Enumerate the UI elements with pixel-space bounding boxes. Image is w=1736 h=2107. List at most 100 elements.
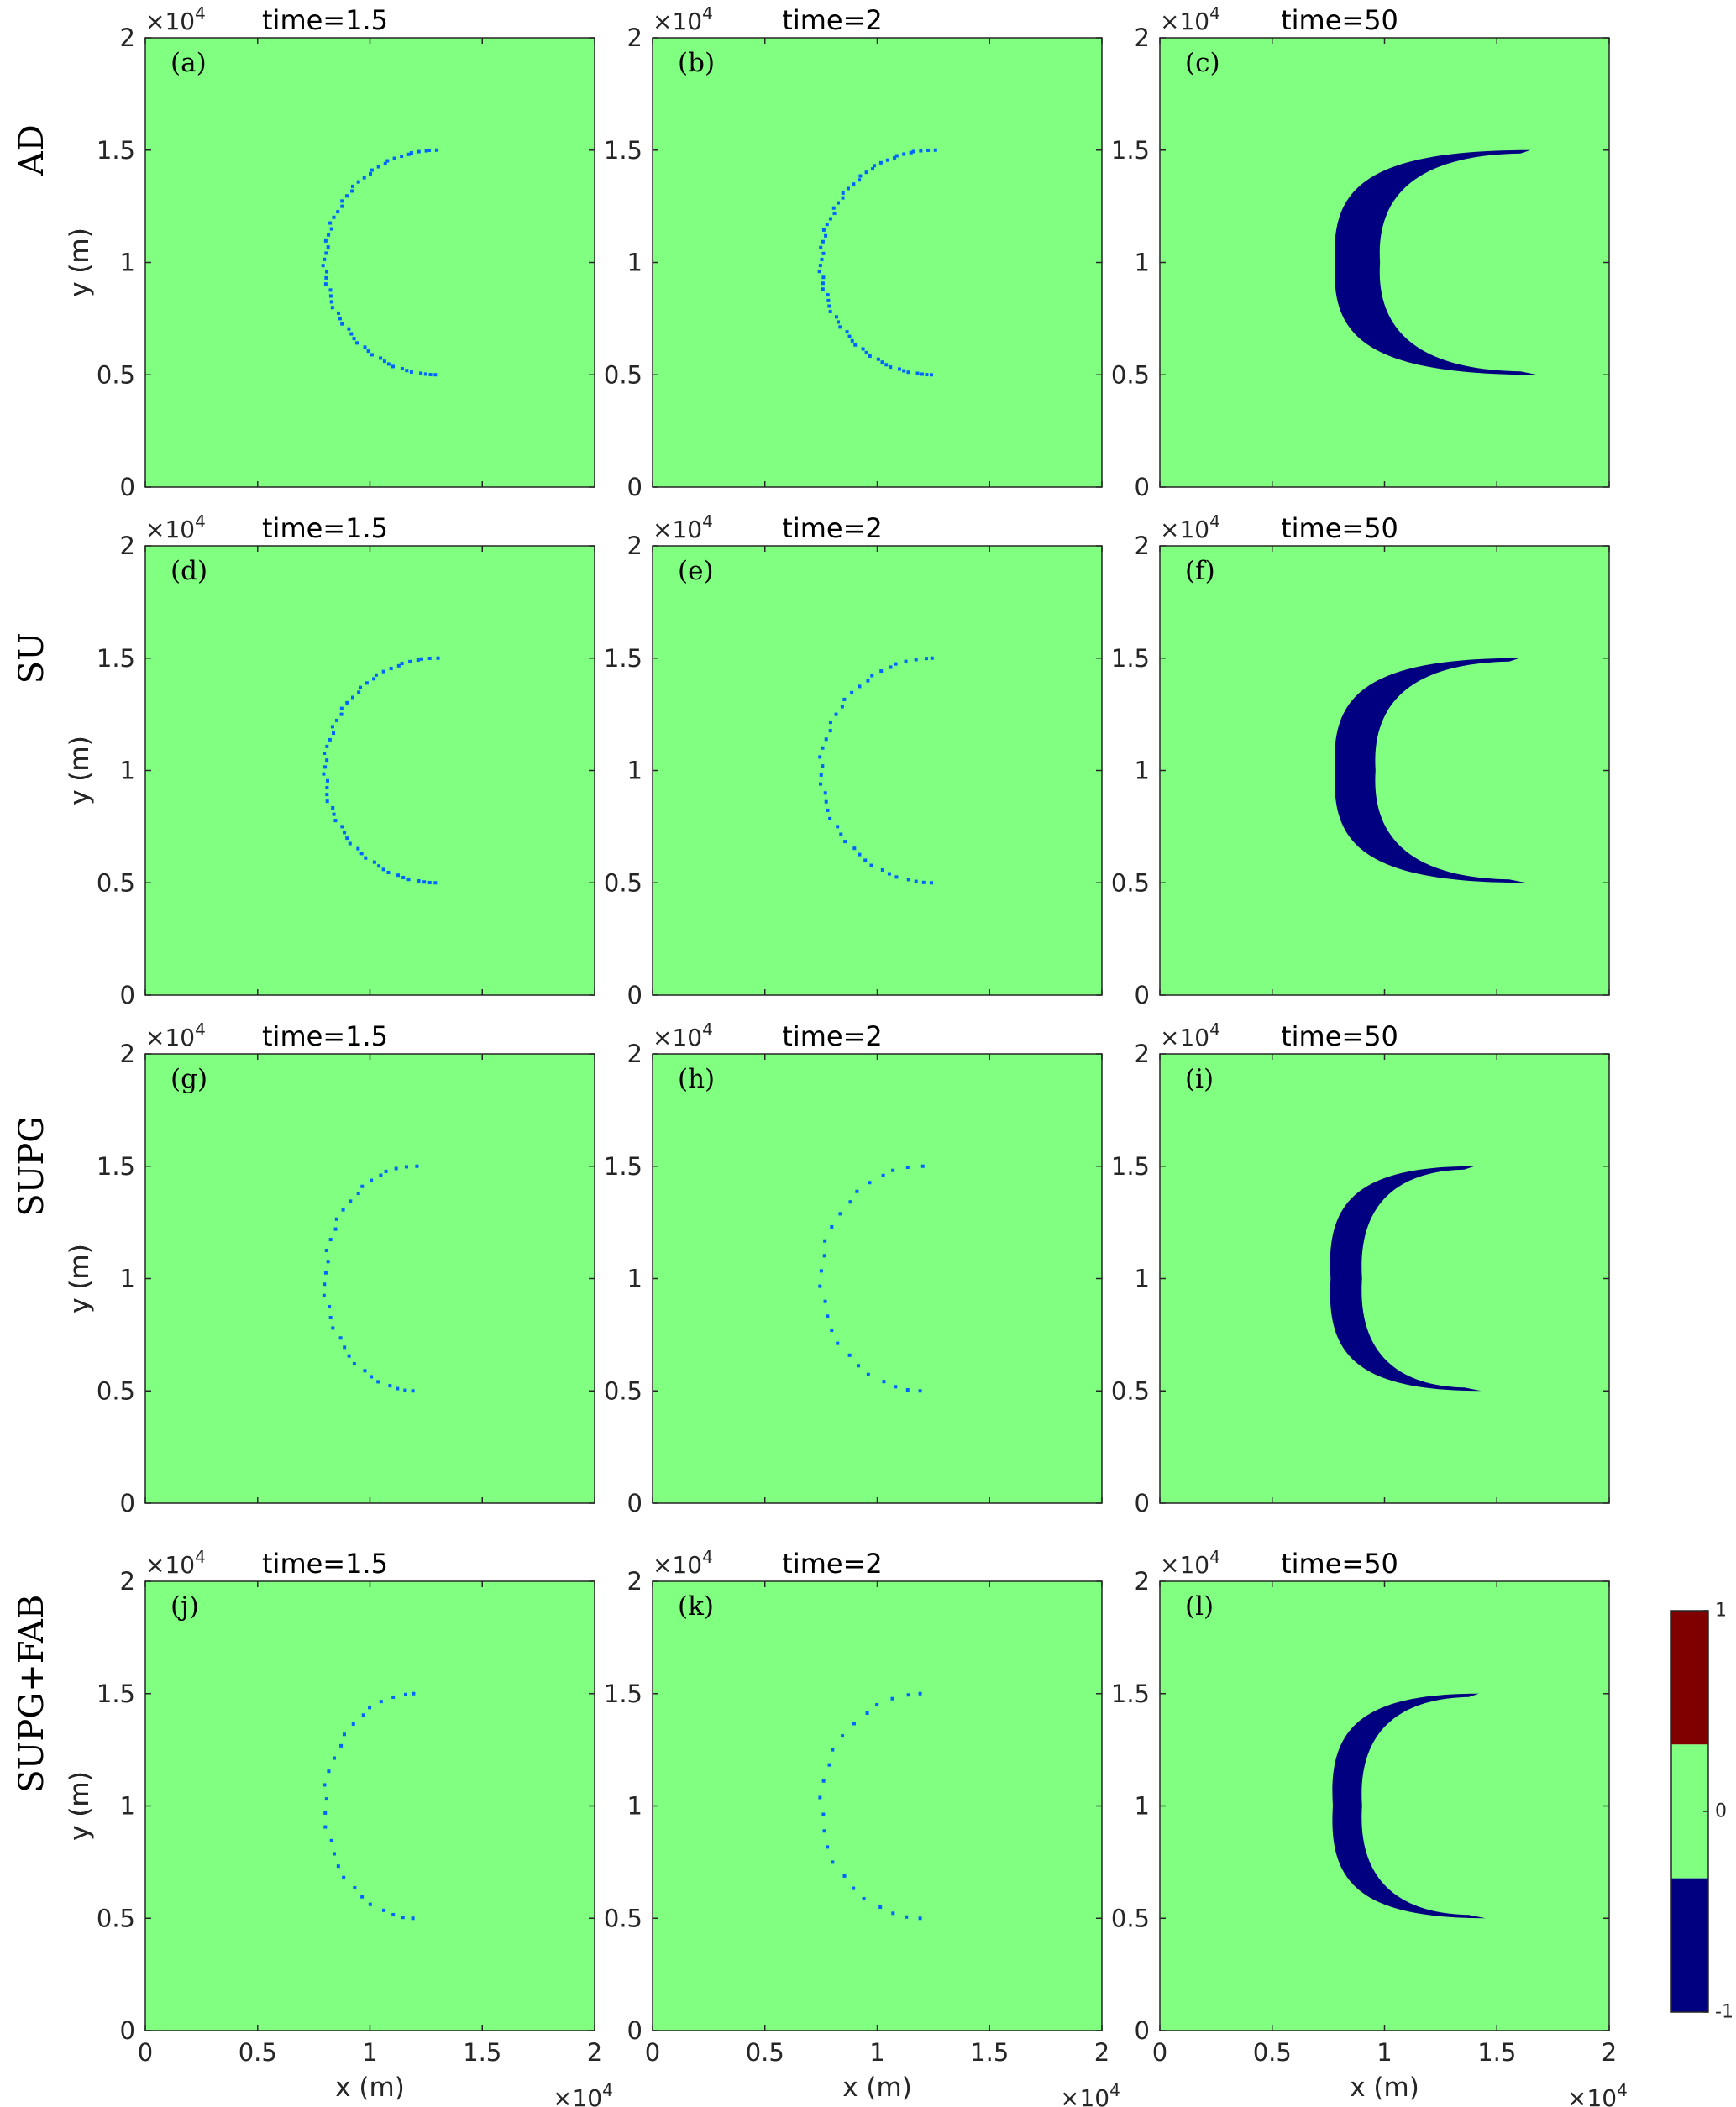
scatter-point	[340, 825, 344, 829]
scatter-point	[411, 1916, 415, 1921]
panel-letter: (a)	[170, 48, 207, 78]
y-tick-label: 1	[120, 249, 135, 277]
scatter-point	[362, 176, 366, 180]
plot-area	[1160, 546, 1609, 995]
scatter-point	[382, 1908, 386, 1912]
y-tick-label: 0.5	[1111, 1904, 1150, 1932]
y-tick-label: 2	[627, 1040, 642, 1068]
y-tick-label: 2	[120, 1567, 135, 1596]
scatter-point	[821, 228, 826, 232]
scatter-point	[368, 1902, 372, 1906]
crescent-region	[1335, 149, 1538, 375]
scatter-point	[374, 673, 378, 677]
crescent-region	[1335, 658, 1526, 883]
scatter-point	[828, 309, 832, 313]
scatter-point	[889, 365, 893, 370]
y-tick-label: 1.5	[604, 1152, 642, 1181]
y-tick-label: 1	[627, 249, 642, 277]
x-tick-label: 2	[587, 2038, 602, 2067]
y-axis-label: y (m)	[65, 1771, 95, 1841]
scatter-point	[325, 799, 329, 804]
scatter-point	[337, 311, 341, 315]
scatter-point	[329, 227, 333, 231]
panel-letter: (h)	[678, 1064, 715, 1094]
scatter-point	[918, 1691, 922, 1696]
y-axis-multiplier: ×104	[1160, 3, 1220, 35]
scatter-point	[323, 1282, 327, 1287]
scatter-point	[826, 1314, 830, 1318]
y-tick-label: 0	[1135, 1489, 1150, 1517]
scatter-point	[359, 852, 364, 856]
scatter-point	[363, 345, 367, 349]
scatter-point	[328, 1238, 333, 1242]
scatter-point	[376, 1380, 380, 1384]
scatter-point	[325, 744, 329, 748]
scatter-point	[328, 221, 333, 225]
scatter-point	[828, 721, 832, 725]
scatter-point	[372, 677, 376, 681]
scatter-point	[396, 1386, 400, 1391]
scatter-point	[341, 1208, 345, 1212]
scatter-point	[381, 867, 385, 872]
scatter-point	[911, 149, 915, 154]
scatter-point	[842, 697, 847, 701]
scatter-point	[434, 148, 438, 152]
scatter-point	[902, 369, 906, 373]
y-tick-label: 0.5	[97, 360, 135, 389]
scatter-point	[823, 791, 827, 795]
panel-letter: (c)	[1185, 48, 1220, 78]
scatter-point	[329, 1838, 333, 1842]
scatter-point	[819, 1269, 823, 1273]
colorbar-segment	[1671, 1878, 1708, 2012]
scatter-point	[836, 825, 840, 829]
scatter-point	[386, 871, 391, 875]
crescent-region	[1330, 1166, 1482, 1392]
scatter-point	[400, 367, 404, 371]
y-axis-label: y (m)	[65, 736, 95, 805]
y-axis-label: y (m)	[65, 736, 95, 805]
y-tick-label: 1.5	[1111, 1680, 1150, 1708]
scatter-point	[326, 245, 330, 249]
scatter-point	[885, 158, 889, 162]
scatter-point	[389, 666, 393, 670]
row-label: AD	[13, 124, 51, 176]
scatter-point	[391, 1913, 396, 1917]
scatter-point	[323, 257, 327, 261]
scatter-point	[352, 337, 356, 341]
scatter-point	[379, 356, 383, 360]
scatter-point	[396, 663, 401, 668]
row-labels: AD SU SUPG SUPG+FAB	[13, 124, 51, 1793]
scatter-point	[419, 657, 423, 661]
scatter-point	[897, 367, 901, 371]
panel: 0 0.5 1 1.5 2 ×104 time=1.5 (a) y (m)	[65, 3, 595, 501]
scatter-point	[339, 712, 344, 716]
y-tick-label: 1	[627, 1792, 642, 1821]
scatter-point	[359, 685, 363, 689]
scatter-point	[887, 872, 891, 876]
x-tick-label: 0	[645, 2038, 660, 2067]
scatter-point	[841, 1734, 845, 1738]
scatter-point	[428, 373, 433, 377]
scatter-point	[905, 1388, 910, 1392]
scatter-point	[818, 1284, 822, 1288]
scatter-point	[343, 831, 347, 835]
scatter-point	[333, 1227, 338, 1231]
scatter-point	[834, 712, 838, 716]
scatter-point	[332, 812, 336, 816]
y-tick-label: 1	[1135, 1792, 1150, 1821]
panel: 0 0.5 1 1.5 2 0 0.5 1 1.5 2 ×104 time=1.5 (j) y (m) x …	[65, 1547, 613, 2107]
scatter-point	[906, 878, 910, 882]
scatter-point	[823, 1299, 827, 1303]
y-tick-label: 1	[120, 757, 135, 785]
scatter-point	[328, 737, 332, 742]
scatter-point	[836, 201, 840, 205]
scatter-point	[828, 816, 832, 820]
scatter-point	[826, 298, 831, 302]
scatter-point	[918, 1916, 922, 1921]
scatter-point	[864, 170, 868, 175]
scatter-point	[817, 270, 821, 274]
panel: 0 0.5 1 1.5 2 ×104 time=50 (f) y (m)	[65, 511, 1610, 1009]
panel-letter: (b)	[678, 48, 715, 78]
scatter-point	[891, 1168, 895, 1172]
scatter-point	[918, 1389, 922, 1393]
